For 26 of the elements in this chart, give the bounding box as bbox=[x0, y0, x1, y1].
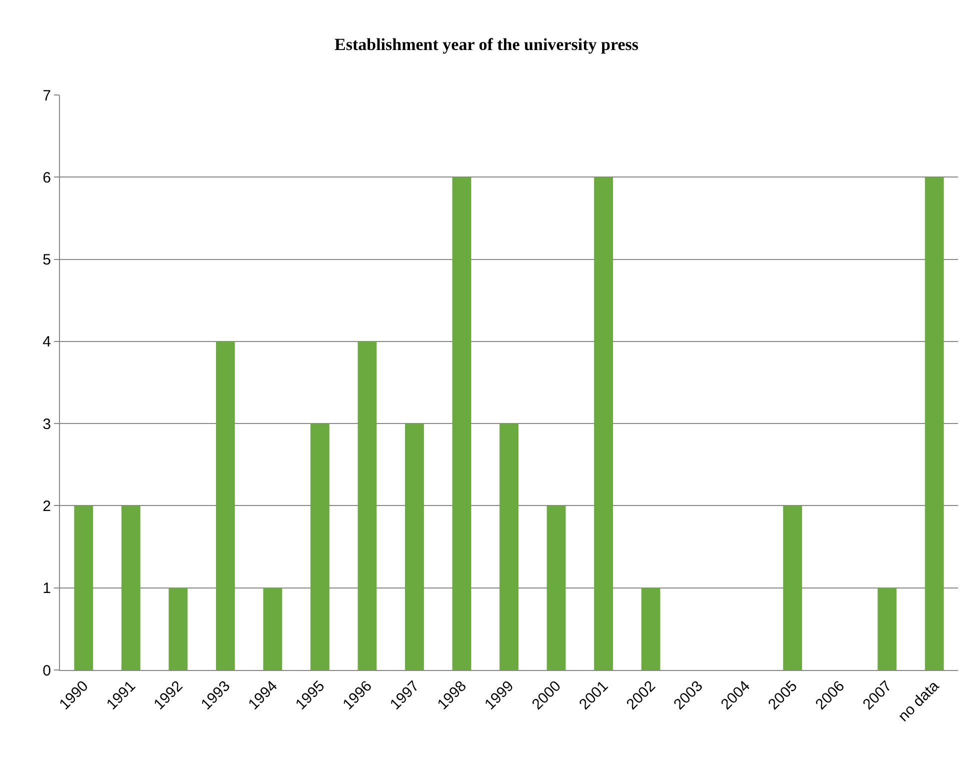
y-tick-label: 5 bbox=[42, 252, 51, 269]
y-tick-label: 2 bbox=[42, 498, 51, 515]
x-tick-label: no data bbox=[895, 677, 943, 726]
bar bbox=[168, 588, 188, 670]
y-tick-label: 4 bbox=[42, 334, 51, 351]
bar bbox=[310, 424, 330, 670]
bar bbox=[546, 506, 566, 670]
bar bbox=[263, 588, 282, 670]
bar bbox=[594, 177, 613, 670]
bar bbox=[216, 341, 235, 670]
chart-title: Establishment year of the university press bbox=[334, 35, 639, 54]
bar bbox=[641, 588, 660, 670]
y-tick-label: 3 bbox=[42, 416, 51, 433]
bar bbox=[452, 177, 472, 670]
y-tick-label: 6 bbox=[42, 169, 51, 186]
bar bbox=[121, 506, 140, 670]
y-tick-label: 0 bbox=[42, 662, 51, 680]
bar bbox=[878, 588, 897, 670]
bar bbox=[358, 341, 377, 670]
bar bbox=[500, 424, 518, 670]
y-tick-label: 7 bbox=[42, 87, 51, 104]
y-tick-label: 1 bbox=[42, 580, 51, 598]
bar bbox=[783, 506, 802, 670]
bar bbox=[405, 424, 424, 670]
bar bbox=[74, 506, 94, 670]
bar bbox=[924, 177, 944, 670]
